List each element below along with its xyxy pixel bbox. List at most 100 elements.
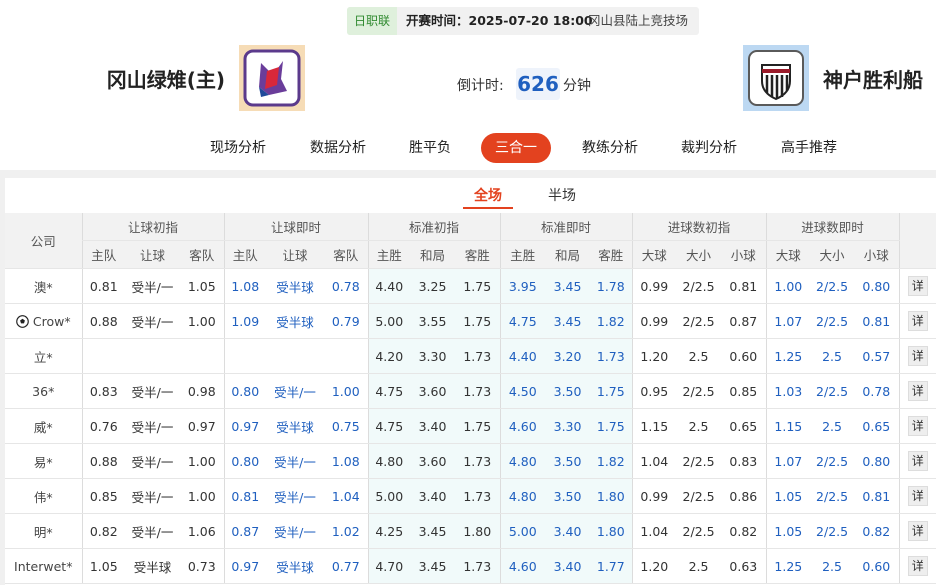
odds-table: 公司 让球初指 让球即时 标准初指 标准即时 进球数初指 进球数即时 主队 让球 客队 主队 让球 客队… — [5, 213, 936, 584]
odds-row: 伟* 0.85 受半/一 1.00 0.81 受半/一 1.04 5.00 3.40 1.73 4.… — [5, 478, 936, 514]
odds-cell: 0.81 — [721, 268, 767, 304]
odds-cell: 3.40 — [545, 548, 591, 584]
away-team[interactable]: 神户胜利船 — [823, 68, 923, 92]
odds-cell: 0.78 — [324, 268, 369, 304]
odds-cell: 3.60 — [410, 443, 456, 479]
nav-tab[interactable]: 裁判分析 — [681, 140, 737, 156]
odds-cell: 1.00 — [765, 268, 811, 304]
odds-cell: 5.00 — [367, 303, 411, 339]
column-header: 客胜 — [455, 240, 501, 269]
odds-cell: 1.75 — [455, 268, 501, 304]
odds-cell: 0.78 — [854, 373, 900, 409]
sub-tab[interactable]: 半场 — [548, 188, 576, 204]
odds-cell: 1.80 — [455, 513, 501, 549]
detail-cell: 详 — [898, 338, 936, 374]
sub-tab[interactable]: 全场 — [463, 185, 513, 209]
detail-button[interactable]: 详 — [907, 486, 928, 506]
odds-cell: 1.15 — [631, 408, 677, 444]
odds-cell — [266, 338, 325, 374]
company-cell: 明* — [5, 513, 82, 549]
odds-cell: 4.40 — [499, 338, 546, 374]
detail-button[interactable]: 详 — [907, 346, 928, 366]
odds-cell: 0.79 — [324, 303, 369, 339]
league-badge[interactable]: 日职联 — [347, 7, 397, 35]
odds-cell: 受半球 — [266, 548, 325, 584]
detail-button[interactable]: 详 — [907, 381, 928, 401]
odds-cell: 2.5 — [810, 338, 855, 374]
odds-cell: 1.77 — [590, 548, 633, 584]
detail-button[interactable]: 详 — [907, 556, 928, 576]
odds-cell: 1.08 — [324, 443, 369, 479]
odds-cell: 0.82 — [721, 513, 767, 549]
odds-cell: 2/2.5 — [810, 373, 855, 409]
odds-row: Crow* 0.88 受半/一 1.00 1.09 受半球 0.79 5.00 3.55 1.75… — [5, 303, 936, 339]
company-cell: Interwet* — [5, 548, 82, 584]
odds-row: 36* 0.83 受半/一 0.98 0.80 受半/一 1.00 4.75 3.60 1.73 4… — [5, 373, 936, 409]
odds-cell: 3.50 — [545, 373, 591, 409]
odds-cell: 2.5 — [676, 408, 722, 444]
group-header: 让球初指 — [81, 213, 225, 241]
odds-cell: 1.00 — [180, 443, 225, 479]
odds-cell: 2/2.5 — [676, 478, 722, 514]
nav-tab[interactable]: 胜平负 — [409, 140, 451, 156]
detail-cell: 详 — [898, 513, 936, 549]
nav-tab[interactable]: 数据分析 — [310, 140, 366, 156]
detail-button[interactable]: 详 — [907, 521, 928, 541]
countdown-value: 626 — [516, 68, 560, 100]
odds-cell: 2.5 — [676, 338, 722, 374]
odds-cell: 1.00 — [324, 373, 369, 409]
group-header: 标准初指 — [367, 213, 501, 241]
odds-cell: 2.5 — [676, 548, 722, 584]
odds-cell: 1.06 — [180, 513, 225, 549]
detail-button[interactable]: 详 — [907, 276, 928, 296]
odds-row: Interwet* 1.05 受半球 0.73 0.97 受半球 0.77 4.70 3.45 1… — [5, 548, 936, 584]
odds-cell: 2/2.5 — [676, 443, 722, 479]
odds-cell: 0.82 — [81, 513, 125, 549]
odds-cell: 0.77 — [324, 548, 369, 584]
odds-cell: 3.40 — [410, 408, 456, 444]
odds-cell: 4.80 — [367, 443, 411, 479]
odds-cell: 4.80 — [499, 478, 546, 514]
odds-cell: 1.08 — [223, 268, 267, 304]
detail-cell: 详 — [898, 443, 936, 479]
odds-cell: 1.04 — [631, 513, 677, 549]
odds-row: 易* 0.88 受半/一 1.00 0.80 受半/一 1.08 4.80 3.60 1.73 4.… — [5, 443, 936, 479]
detail-button[interactable]: 详 — [907, 416, 928, 436]
odds-cell: 3.55 — [410, 303, 456, 339]
nav-tab[interactable]: 高手推荐 — [781, 140, 837, 156]
detail-button[interactable]: 详 — [907, 451, 928, 471]
odds-cell: 2/2.5 — [810, 268, 855, 304]
odds-cell: 0.98 — [180, 373, 225, 409]
odds-cell: 1.05 — [765, 478, 811, 514]
home-logo[interactable] — [239, 45, 305, 111]
nav-tab[interactable]: 三合一 — [481, 133, 551, 163]
nav-tab[interactable]: 教练分析 — [582, 140, 638, 156]
odds-cell: 1.00 — [180, 478, 225, 514]
odds-cell: 3.20 — [545, 338, 591, 374]
odds-cell: 1.03 — [765, 373, 811, 409]
away-logo[interactable] — [743, 45, 809, 111]
odds-cell: 0.80 — [223, 443, 267, 479]
company-name: Interwet* — [14, 558, 73, 574]
odds-cell: 3.30 — [545, 408, 591, 444]
odds-cell: 0.57 — [854, 338, 900, 374]
company-cell: 36* — [5, 373, 82, 409]
odds-cell: 受半/一 — [266, 513, 325, 549]
odds-row: 立* 4.20 3.30 1.73 4.40 3.20 1.73 1.20 2.5 0.60 1.2… — [5, 338, 936, 374]
odds-row: 威* 0.76 受半/一 0.97 0.97 受半球 0.75 4.75 3.40 1.75 4.6… — [5, 408, 936, 444]
company-header: 公司 — [5, 213, 82, 269]
odds-cell: 1.05 — [765, 513, 811, 549]
group-header: 标准即时 — [499, 213, 633, 241]
home-team[interactable]: 冈山绿雉(主) — [106, 68, 225, 92]
nav-tab[interactable]: 现场分析 — [210, 140, 266, 156]
odds-cell: 0.81 — [223, 478, 267, 514]
detail-cell: 详 — [898, 408, 936, 444]
odds-cell: 1.73 — [455, 338, 501, 374]
detail-button[interactable]: 详 — [907, 311, 928, 331]
odds-cell: 0.85 — [721, 373, 767, 409]
countdown-label: 倒计时: — [457, 78, 504, 94]
odds-cell: 受半/一 — [125, 268, 180, 304]
column-header: 大小 — [676, 240, 722, 269]
company-name: 易* — [33, 454, 53, 470]
odds-cell: 2/2.5 — [676, 268, 722, 304]
